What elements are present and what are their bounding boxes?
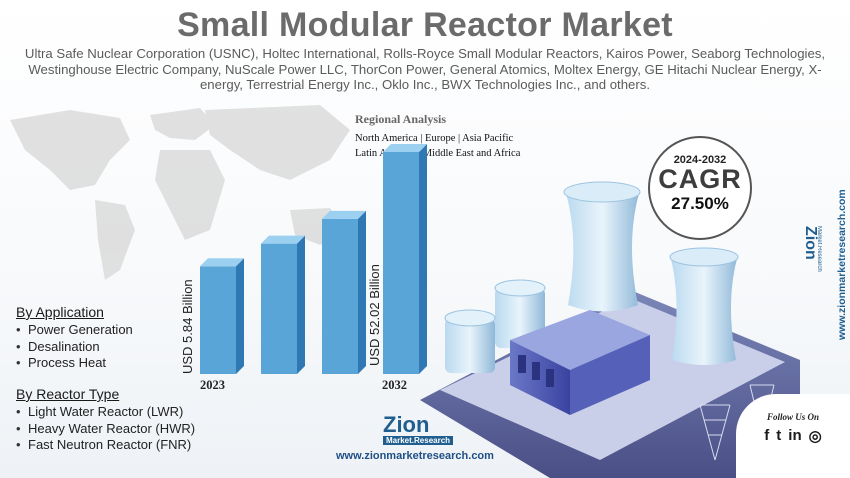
segment-item: Process Heat [16, 355, 133, 372]
bar-4 [383, 144, 427, 374]
logo-sub: Market.Research [383, 436, 454, 445]
follow-us-panel: Follow Us On f t in ◎ [736, 394, 850, 478]
segment-item: Light Water Reactor (LWR) [16, 404, 195, 421]
bar-top [322, 210, 366, 219]
segment-heading: By Reactor Type [16, 386, 120, 402]
segment-item: Power Generation [16, 322, 133, 339]
logo-sub-vertical: Market.Research [816, 226, 822, 272]
page-title: Small Modular Reactor Market [177, 6, 673, 44]
segment-application: By Application Power Generation Desalina… [16, 304, 133, 372]
segment-item: Fast Neutron Reactor (FNR) [16, 437, 195, 454]
segment-item: Heavy Water Reactor (HWR) [16, 421, 195, 438]
reactor-illustration [420, 181, 800, 478]
twitter-icon[interactable]: t [776, 427, 782, 444]
footer-url[interactable]: www.zionmarketresearch.com [336, 450, 494, 462]
company-list: Ultra Safe Nuclear Corporation (USNC), H… [24, 46, 826, 92]
regional-line-1: North America | Europe | Asia Pacific [355, 133, 514, 144]
x-tick-2032: 2032 [382, 378, 407, 392]
regional-line-2: Latin America | Middle East and Africa [355, 148, 521, 159]
cagr-value: 27.50% [671, 194, 729, 213]
bar-side [297, 235, 305, 374]
bar-side [358, 210, 366, 374]
segment-reactor-type: By Reactor Type Light Water Reactor (LWR… [16, 386, 195, 454]
bar-front [322, 218, 358, 374]
logo-word: Zion [383, 412, 430, 437]
value-label-2032: USD 52.02 Billion [367, 264, 382, 366]
zion-logo: Zion Market.Research [383, 412, 454, 445]
bar-1 [200, 258, 244, 374]
follow-label: Follow Us On [766, 412, 819, 422]
bar-2 [261, 235, 305, 374]
bar-top [383, 144, 427, 152]
instagram-icon[interactable]: ◎ [808, 428, 822, 445]
logo-word-vertical: Zion [802, 226, 819, 260]
linkedin-icon[interactable]: in [788, 427, 802, 444]
segment-item: Desalination [16, 339, 133, 356]
x-tick-2023: 2023 [200, 378, 225, 392]
cagr-label: CAGR [658, 164, 742, 194]
bar-front [383, 152, 419, 374]
bar-side [419, 144, 427, 374]
regional-analysis: Regional Analysis North America | Europe… [355, 112, 520, 161]
bar-front [261, 243, 297, 374]
bar-3 [322, 210, 366, 374]
value-label-2023: USD 5.84 Billion [180, 279, 195, 374]
zion-logo-vertical: Zion Market.Research [802, 226, 822, 272]
segment-heading: By Application [16, 304, 104, 320]
side-url[interactable]: www.zionmarketresearch.com [836, 189, 848, 340]
bar-front [200, 266, 236, 374]
cagr-period: 2024-2032 [673, 154, 727, 166]
bar-top [200, 258, 244, 267]
bar-top [261, 235, 305, 244]
cagr-badge: 2024-2032 CAGR 27.50% [648, 136, 752, 240]
bar-side [236, 258, 244, 374]
world-map [10, 105, 350, 280]
facebook-icon[interactable]: f [764, 427, 770, 444]
regional-title: Regional Analysis [355, 112, 447, 126]
